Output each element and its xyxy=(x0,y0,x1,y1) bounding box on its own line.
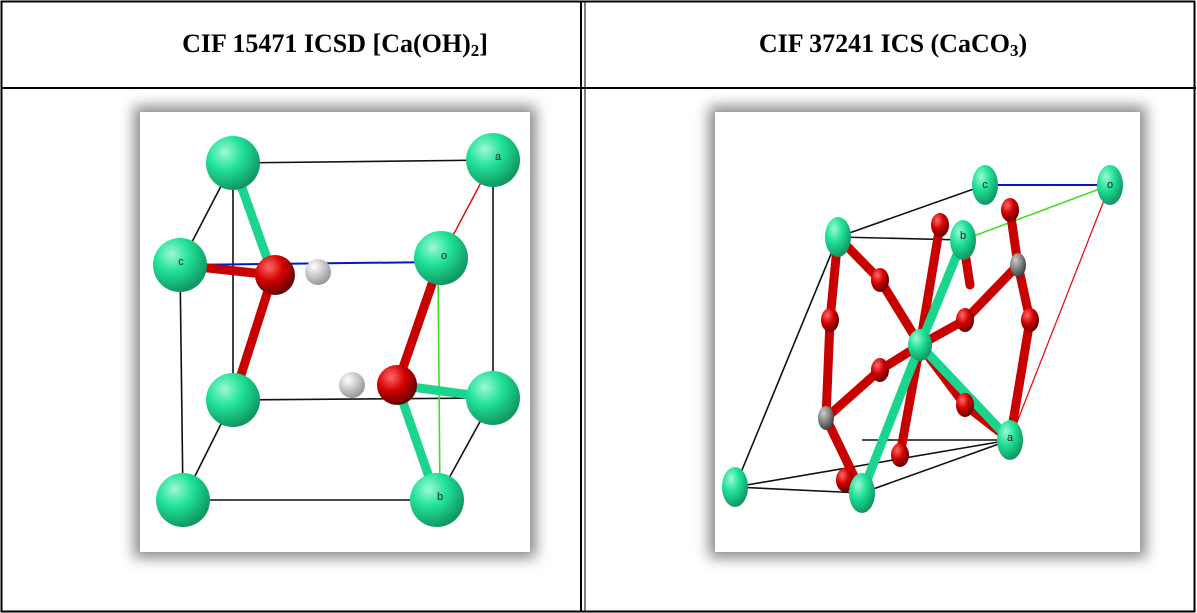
header-cell: CIF 15471 ICSD [Ca(OH)2] xyxy=(182,29,488,60)
atom-label: b xyxy=(960,230,966,242)
atom-label: c xyxy=(178,256,184,268)
atom-label: a xyxy=(495,151,502,163)
atom-label: a xyxy=(1007,432,1014,444)
structure-image: c o b a xyxy=(709,106,1146,558)
atom-label: o xyxy=(441,250,447,262)
structure-image: a c o b xyxy=(134,106,536,558)
header-cell: CIF 37241 ICS (CaCO3) xyxy=(759,29,1027,60)
atom-label: o xyxy=(1107,179,1113,191)
atom-label: c xyxy=(982,179,988,191)
atom-label: b xyxy=(437,491,443,503)
page: CIF 15471 ICSD [Ca(OH)2] CIF 37241 ICS (… xyxy=(0,0,1197,613)
